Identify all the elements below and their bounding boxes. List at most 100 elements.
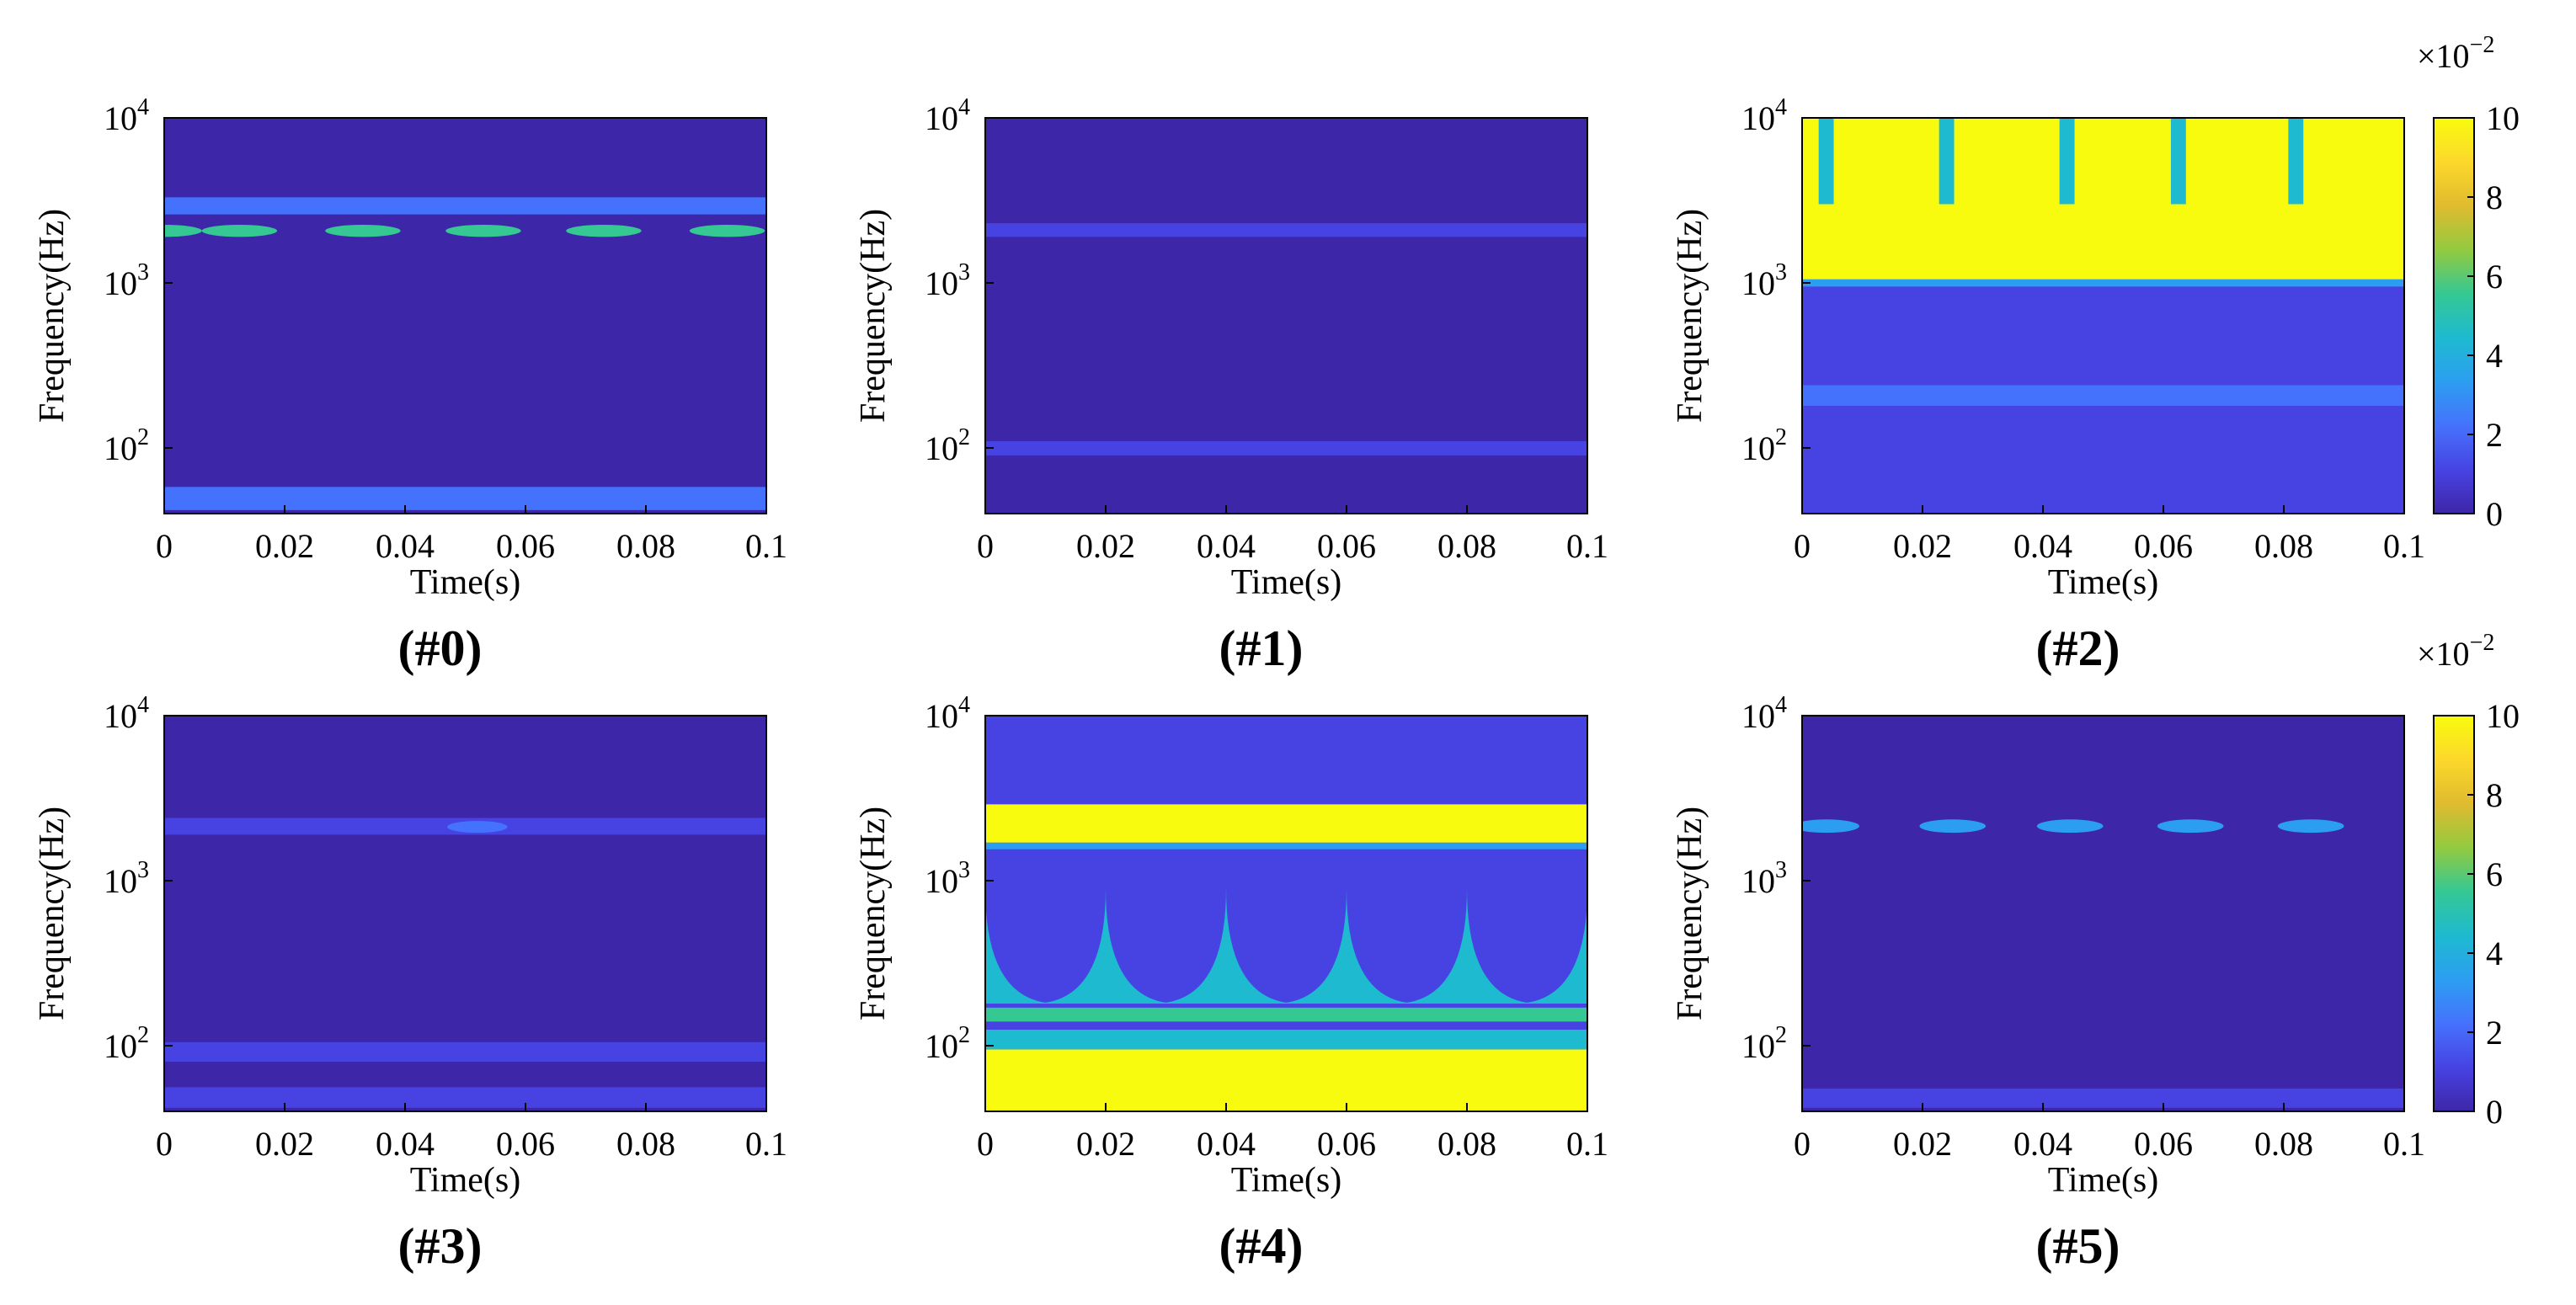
colorbar-tick-label: 0 <box>2486 1093 2503 1131</box>
heatmap-band <box>985 842 1587 850</box>
x-tick-label: 0.06 <box>2134 527 2193 565</box>
heatmap-band <box>1802 385 2404 406</box>
x-tick-label: 0.06 <box>2134 1125 2193 1163</box>
y-axis-label: Frequency(Hz) <box>33 209 72 423</box>
panel-2: 0 0.02 0.04 0.06 0.08 0.1102103104Time(s)Freq… <box>1671 32 2520 676</box>
axes-frame <box>1801 117 2405 514</box>
colorbar-tick-label: 2 <box>2486 416 2503 454</box>
x-tick-label: 0 <box>1794 527 1811 565</box>
x-tick-label: 0.02 <box>255 527 314 565</box>
y-tick-label: 103 <box>104 259 149 302</box>
y-tick-label: 104 <box>104 94 149 137</box>
heatmap-band <box>985 440 1587 455</box>
x-tick-label: 0.08 <box>2254 527 2313 565</box>
heatmap-peak <box>1154 887 1299 1004</box>
colorbar-tick-label: 10 <box>2486 697 2520 735</box>
axes-frame <box>1801 715 2405 1112</box>
colorbar-tick-label: 2 <box>2486 1014 2503 1052</box>
y-axis-label: Frequency(Hz) <box>1671 209 1709 423</box>
colorbar-tick-label: 10 <box>2486 99 2520 137</box>
heatmap-pulse <box>689 224 765 237</box>
x-tick-label: 0.08 <box>616 527 675 565</box>
heatmap-pulse <box>2277 819 2344 834</box>
panel-label: (#3) <box>398 1218 483 1274</box>
colorbar-exponent: ×10−2 <box>2417 32 2494 75</box>
x-tick-label: 0.1 <box>2383 527 2425 565</box>
colorbar-tick-label: 4 <box>2486 337 2503 375</box>
heatmap-band <box>985 1007 1587 1022</box>
heatmap-band <box>985 1030 1587 1050</box>
y-axis-label: Frequency(Hz) <box>33 807 72 1020</box>
panel-5: 0 0.02 0.04 0.06 0.08 0.1102103104Time(s)Freq… <box>1671 630 2520 1274</box>
x-tick-label: 0 <box>1794 1125 1811 1163</box>
heatmap-peak <box>1274 887 1419 1004</box>
heatmap-pulse <box>445 224 521 237</box>
x-tick-label: 0.06 <box>1317 1125 1376 1163</box>
y-tick-label: 104 <box>1741 94 1787 137</box>
y-tick-label: 102 <box>104 424 149 467</box>
x-axis-label: Time(s) <box>2048 1161 2158 1200</box>
colorbar-tick-label: 6 <box>2486 258 2503 296</box>
heatmap-band <box>1802 118 2404 280</box>
panel-label: (#0) <box>398 621 483 676</box>
x-tick-label: 0.04 <box>2013 527 2072 565</box>
x-tick-label: 0.08 <box>1437 1125 1496 1163</box>
heatmap-peak <box>1033 887 1178 1004</box>
heatmap-pulse <box>201 224 278 237</box>
x-axis-label: Time(s) <box>410 1161 520 1200</box>
heatmap-1 <box>985 118 1587 514</box>
heatmap-band <box>985 716 1587 796</box>
heatmap-peak <box>1515 887 1587 1004</box>
y-tick-label: 102 <box>104 1022 149 1065</box>
x-tick-label: 0.02 <box>1893 1125 1952 1163</box>
colorbar-gradient <box>2433 117 2475 514</box>
colorbar: 0 2 4 6 8 10 ×10−2 <box>2417 630 2520 1131</box>
x-axis-label: Time(s) <box>1231 563 1341 602</box>
x-axis-label: Time(s) <box>2048 563 2158 602</box>
y-tick-label: 103 <box>925 857 970 900</box>
x-tick-label: 0.1 <box>1566 527 1608 565</box>
axes-frame <box>984 117 1588 514</box>
y-tick-label: 102 <box>925 424 970 467</box>
x-tick-label: 0.1 <box>745 1125 787 1163</box>
panel-label: (#2) <box>2036 621 2120 676</box>
heatmap-band <box>985 223 1587 237</box>
heatmap-streak <box>2059 118 2075 205</box>
colorbar-tick-label: 0 <box>2486 495 2503 533</box>
y-tick-label: 102 <box>925 1022 970 1065</box>
y-tick-label: 102 <box>1741 1022 1787 1065</box>
heatmap-streak <box>2288 118 2304 205</box>
x-tick-label: 0.08 <box>2254 1125 2313 1163</box>
x-tick-label: 0.04 <box>2013 1125 2072 1163</box>
panel-label: (#1) <box>1219 621 1304 676</box>
heatmap-band <box>985 804 1587 843</box>
x-tick-label: 0 <box>977 527 994 565</box>
colorbar: 0 2 4 6 8 10 ×10−2 <box>2417 32 2520 533</box>
y-axis-label: Frequency(Hz) <box>1671 807 1709 1020</box>
heatmap-band <box>985 1049 1587 1111</box>
heatmap-band <box>164 487 766 510</box>
x-tick-label: 0.1 <box>2383 1125 2425 1163</box>
colorbar-exponent: ×10−2 <box>2417 630 2494 673</box>
heatmap-3 <box>164 716 766 1111</box>
heatmap-pulse <box>325 224 401 237</box>
heatmap-2 <box>1802 118 2404 514</box>
panel-4: 0 0.02 0.04 0.06 0.08 0.1 102 103 104 Time(s) Freq… <box>854 692 1608 1274</box>
x-tick-label: 0.02 <box>255 1125 314 1163</box>
heatmap-pulse <box>1919 819 1987 834</box>
panel-0: 0 0.02 0.04 0.06 0.08 0.1 102 103 104 Time(s) Freq… <box>33 94 787 676</box>
heatmap-band <box>1802 279 2404 287</box>
y-tick-label: 102 <box>1741 424 1787 467</box>
heatmap-pulse <box>447 821 508 834</box>
axes-frame <box>984 715 1588 1112</box>
x-tick-label: 0.02 <box>1893 527 1952 565</box>
x-tick-label: 0.04 <box>1197 1125 1256 1163</box>
heatmap-band <box>164 1087 766 1108</box>
y-tick-label: 104 <box>925 94 970 137</box>
axes-frame <box>163 715 767 1112</box>
colorbar-tick-label: 8 <box>2486 178 2503 216</box>
x-tick-label: 0.02 <box>1076 1125 1135 1163</box>
heatmap-pulse <box>164 224 202 237</box>
panel-label: (#4) <box>1219 1218 1304 1274</box>
